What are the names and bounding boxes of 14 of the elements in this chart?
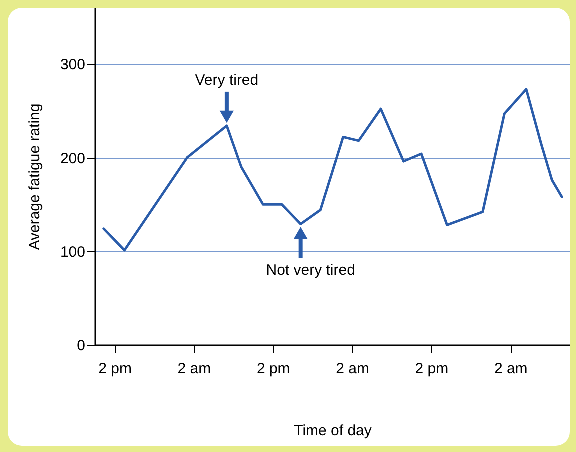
annotation: Very tired (195, 72, 259, 89)
y-tick-label: 300 (60, 56, 86, 74)
x-tick-label: 2 pm (98, 360, 132, 378)
x-tick-label: 2 am (178, 360, 212, 378)
y-axis-title: Average fatigue rating (26, 104, 44, 250)
x-tick-label: 2 pm (415, 360, 449, 378)
x-tick-label: 2 am (336, 360, 370, 378)
y-tick-label: 100 (60, 244, 86, 261)
x-tick-label: 2 am (494, 360, 528, 378)
x-axis-title: Time of day (294, 422, 372, 440)
y-tick-label: 200 (60, 150, 86, 168)
annotation: Not very tired (266, 262, 356, 280)
x-tick-label: 2 pm (256, 360, 290, 378)
y-tick-label: 0 (77, 338, 86, 354)
